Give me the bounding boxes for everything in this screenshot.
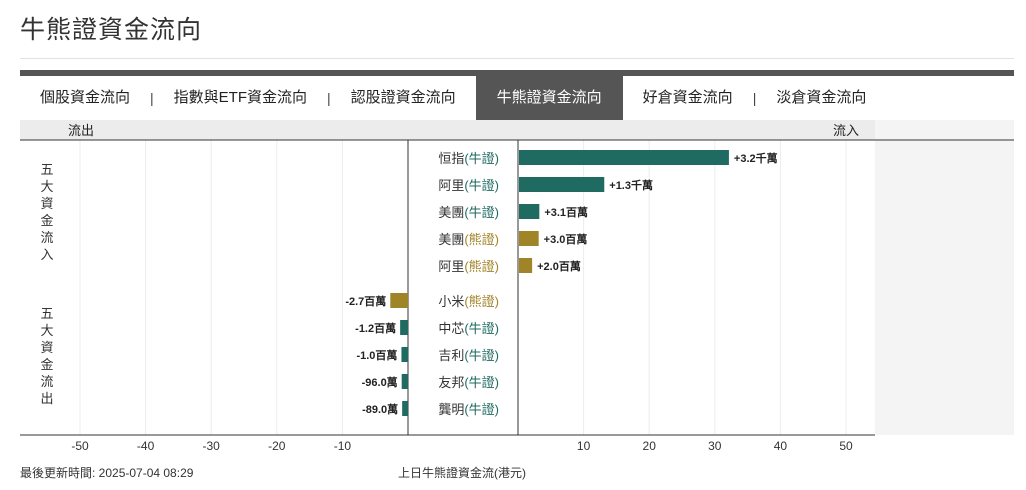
x-tick-label: -50: [71, 439, 89, 453]
tab-bar-accent: [20, 70, 1014, 76]
cbbc-type: (熊證): [464, 232, 499, 247]
tab-stock-flow[interactable]: 個股資金流向: [40, 89, 131, 106]
inflow-row-name: 阿里(熊證): [438, 259, 499, 274]
x-tick-label: 30: [708, 439, 722, 453]
outflow-group-label: 流: [40, 374, 53, 389]
outflow-bar: [401, 374, 408, 389]
cbbc-type: (牛證): [464, 151, 499, 166]
inflow-group-label: 資: [40, 196, 53, 211]
inflow-bar: [519, 204, 540, 219]
outflow-row-name: 小米(熊證): [438, 294, 499, 309]
x-tick-label: -40: [137, 439, 155, 453]
chart-header-band: [20, 120, 1014, 140]
outflow-bar: [402, 401, 408, 416]
x-tick-label: -20: [268, 439, 286, 453]
x-tick-label: -10: [334, 439, 352, 453]
outflow-group-label: 五: [40, 306, 53, 321]
outflow-value-label: -2.7百萬: [345, 294, 386, 308]
inflow-header: 流入: [833, 123, 859, 138]
outflow-bar: [401, 347, 408, 362]
inflow-value-label: +3.2千萬: [734, 151, 778, 165]
x-tick-label: 50: [839, 439, 853, 453]
title-divider: [20, 58, 1014, 59]
inflow-group-label: 入: [40, 247, 53, 262]
inflow-bar: [519, 177, 605, 192]
outflow-row-name: 吉利(牛證): [438, 348, 499, 363]
chart-right-panel: [875, 140, 1014, 435]
inflow-group-label: 流: [40, 230, 53, 245]
underlying-name: 龔明: [438, 402, 464, 417]
underlying-name: 吉利: [438, 348, 464, 363]
inflow-value-label: +2.0百萬: [537, 259, 581, 273]
underlying-name: 中芯: [438, 321, 464, 336]
inflow-row-name: 美團(牛證): [438, 205, 499, 220]
underlying-name: 美團: [438, 232, 464, 247]
outflow-row-name: 龔明(牛證): [438, 402, 499, 417]
outflow-value-label: -1.2百萬: [355, 321, 396, 335]
cbbc-type: (牛證): [464, 375, 499, 390]
outflow-group-label: 大: [40, 323, 53, 338]
inflow-group-label: 大: [40, 179, 53, 194]
inflow-value-label: +1.3千萬: [609, 178, 653, 192]
outflow-value-label: -96.0萬: [362, 375, 398, 389]
tab-bar: 個股資金流向 | 指數與ETF資金流向 | 認股證資金流向 牛熊證資金流向 好倉…: [20, 76, 1014, 120]
cbbc-type: (牛證): [464, 178, 499, 193]
tab-cbbc-flow[interactable]: 牛熊證資金流向: [475, 76, 623, 120]
tab-separator: |: [150, 90, 154, 106]
inflow-value-label: +3.0百萬: [544, 232, 588, 246]
underlying-name: 小米: [438, 294, 464, 309]
inflow-row-name: 恒指(牛證): [438, 151, 499, 166]
underlying-name: 友邦: [438, 375, 464, 390]
cbbc-type: (熊證): [464, 259, 499, 274]
outflow-row-name: 友邦(牛證): [438, 375, 499, 390]
last-updated: 最後更新時間: 2025-07-04 08:29: [20, 466, 194, 480]
inflow-row-name: 美團(熊證): [438, 232, 499, 247]
outflow-group-label: 資: [40, 340, 53, 355]
cbbc-type: (牛證): [464, 348, 499, 363]
underlying-name: 阿里: [438, 259, 464, 274]
underlying-name: 恒指: [438, 151, 464, 166]
outflow-bar: [400, 320, 408, 335]
tab-separator: |: [327, 90, 331, 106]
chart-header-right-band: [875, 120, 1014, 140]
fund-flow-chart-svg: 流出 流入-50 -40 -30 -20 -10 10 20 30 40 50五大資金流入五大資金流…: [20, 120, 1014, 453]
outflow-header: 流出: [68, 123, 94, 138]
cbbc-type: (牛證): [464, 205, 499, 220]
fund-flow-chart: 流出 流入 -50 -40 -30 -20 -10 10 20 30 40 50 五大資金流入五大資金流…: [20, 120, 1014, 482]
tab-short-position-flow[interactable]: 淡倉資金流向: [776, 89, 867, 106]
cbbc-type: (熊證): [464, 294, 499, 309]
inflow-bar: [519, 258, 533, 273]
tab-index-etf-flow[interactable]: 指數與ETF資金流向: [173, 89, 307, 106]
inflow-row-name: 阿里(牛證): [438, 178, 499, 193]
underlying-name: 美團: [438, 205, 464, 220]
outflow-bar: [390, 293, 408, 308]
inflow-group-label: 五: [40, 162, 53, 177]
outflow-group-label: 金: [40, 357, 53, 372]
inflow-value-label: +3.1百萬: [544, 205, 588, 219]
outflow-value-label: -1.0百萬: [356, 348, 397, 362]
page-title: 牛熊證資金流向: [20, 16, 203, 44]
inflow-bar: [519, 231, 539, 246]
x-tick-label: -30: [203, 439, 221, 453]
inflow-bar: [519, 150, 729, 165]
outflow-value-label: -89.0萬: [362, 402, 398, 416]
outflow-group-label: 出: [40, 391, 53, 406]
outflow-row-name: 中芯(牛證): [438, 321, 499, 336]
tab-long-position-flow[interactable]: 好倉資金流向: [642, 89, 733, 106]
inflow-group-label: 金: [40, 213, 53, 228]
x-tick-label: 10: [577, 439, 591, 453]
underlying-name: 阿里: [438, 178, 464, 193]
x-tick-label: 20: [643, 439, 657, 453]
chart-caption: 上日牛熊證資金流(港元): [398, 466, 526, 480]
tab-warrant-flow[interactable]: 認股證資金流向: [350, 89, 456, 106]
cbbc-type: (牛證): [464, 321, 499, 336]
x-tick-label: 40: [774, 439, 788, 453]
tab-separator: |: [752, 90, 757, 106]
cbbc-type: (牛證): [464, 402, 499, 417]
